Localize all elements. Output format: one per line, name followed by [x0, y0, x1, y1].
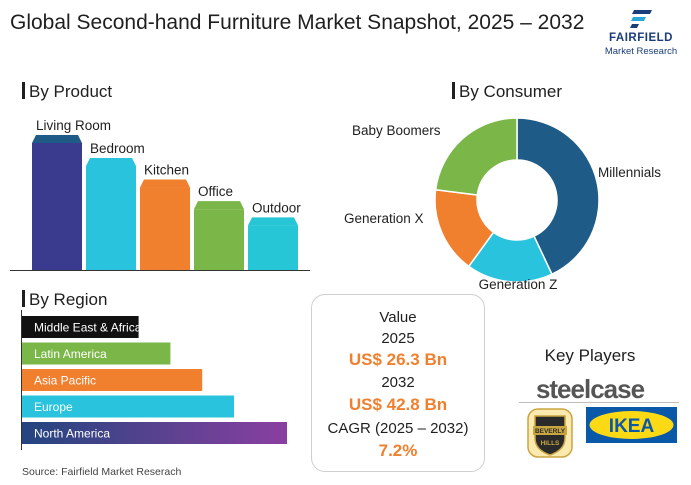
- region-bar-asia-pacific: [22, 369, 203, 391]
- product-bar-cap-office: [194, 201, 244, 210]
- product-bar-cap-living-room: [32, 135, 82, 143]
- cagr-value: 7.2%: [378, 441, 418, 460]
- ikea-logo: IKEA: [586, 407, 677, 443]
- region-label-europe: Europe: [34, 400, 73, 414]
- consumer-label-generation-x: Generation X: [344, 211, 424, 226]
- heading-bar-icon: [452, 82, 455, 99]
- beverly-hills-line2: HILLS: [541, 440, 560, 447]
- consumer-slice-millennials: [516, 117, 600, 276]
- region-section-title: By Region: [22, 290, 107, 310]
- product-bar-cap-outdoor: [248, 217, 298, 226]
- region-section-label: By Region: [29, 290, 108, 309]
- region-bar-middle-east-africa: [22, 316, 139, 338]
- consumer-label-millennials: Millennials: [598, 165, 661, 180]
- region-bar-chart: Middle East & Africa Latin America Asia Pa…: [21, 310, 287, 450]
- cagr-label: CAGR (2025 – 2032): [327, 420, 469, 437]
- product-bar-chart: Living Room Bedroom Kitchen Office Outdoor: [10, 118, 310, 271]
- fairfield-logo: FAIRFIELD Market Research: [596, 10, 686, 62]
- logo-subtitle: Market Research: [604, 46, 678, 57]
- market-value-box: Value 2025 US$ 26.3 Bn 2032 US$ 42.8 Bn …: [311, 294, 485, 472]
- consumer-label-baby-boomers: Baby Boomers: [352, 123, 441, 138]
- value-end: US$ 42.8 Bn: [348, 395, 448, 414]
- product-label-kitchen: Kitchen: [144, 163, 189, 178]
- region-bar-europe: [22, 395, 234, 418]
- product-bar-office: [194, 209, 244, 270]
- product-label-bedroom: Bedroom: [90, 141, 145, 156]
- value-year-start: 2025: [381, 330, 415, 347]
- key-players-title: Key Players: [544, 346, 636, 365]
- beverly-hills-logo: BEVERLY HILLS: [527, 408, 573, 458]
- consumer-donut-chart: Millennials Generation Z Generation X Baby …: [344, 117, 661, 292]
- logo-name: FAIRFIELD: [609, 32, 673, 44]
- region-label-latin-america: Latin America: [34, 347, 107, 361]
- beverly-hills-line1: BEVERLY: [535, 428, 566, 435]
- region-bar-north-america: [22, 422, 287, 444]
- product-bar-outdoor: [248, 225, 298, 270]
- product-label-outdoor: Outdoor: [252, 200, 301, 215]
- product-section-label: By Product: [29, 82, 113, 101]
- product-label-office: Office: [198, 184, 233, 199]
- value-start: US$ 26.3 Bn: [348, 350, 448, 369]
- value-year-end: 2032: [381, 374, 415, 391]
- product-bar-kitchen: [140, 187, 190, 270]
- product-label-living-room: Living Room: [36, 118, 111, 133]
- fairfield-logo-icon: [630, 10, 652, 28]
- page-title: Global Second-hand Furniture Market Snap…: [10, 11, 585, 34]
- region-bar-latin-america: [22, 342, 171, 365]
- consumer-label-generation-z: Generation Z: [479, 277, 558, 292]
- key-players-divider: [519, 402, 679, 403]
- value-label: Value: [379, 309, 417, 326]
- source-note: Source: Fairfield Market Reserach: [22, 466, 182, 478]
- heading-bar-icon: [22, 290, 25, 307]
- product-bar-bedroom: [86, 165, 136, 270]
- product-bar-cap-bedroom: [86, 157, 136, 166]
- region-label-middle-east-africa: Middle East & Africa: [34, 321, 142, 335]
- product-section-title: By Product: [22, 82, 112, 102]
- product-bar-cap-kitchen: [140, 179, 190, 188]
- region-label-asia-pacific: Asia Pacific: [34, 374, 96, 388]
- steelcase-logo: steelcase: [535, 374, 645, 404]
- ikea-logo-text: IKEA: [609, 416, 655, 437]
- heading-bar-icon: [22, 82, 25, 99]
- consumer-section-label: By Consumer: [459, 82, 562, 101]
- consumer-section-title: By Consumer: [452, 82, 562, 102]
- region-label-north-america: North America: [34, 427, 110, 441]
- consumer-slice-baby-boomers: [434, 117, 518, 196]
- product-bar-living-room: [32, 143, 82, 270]
